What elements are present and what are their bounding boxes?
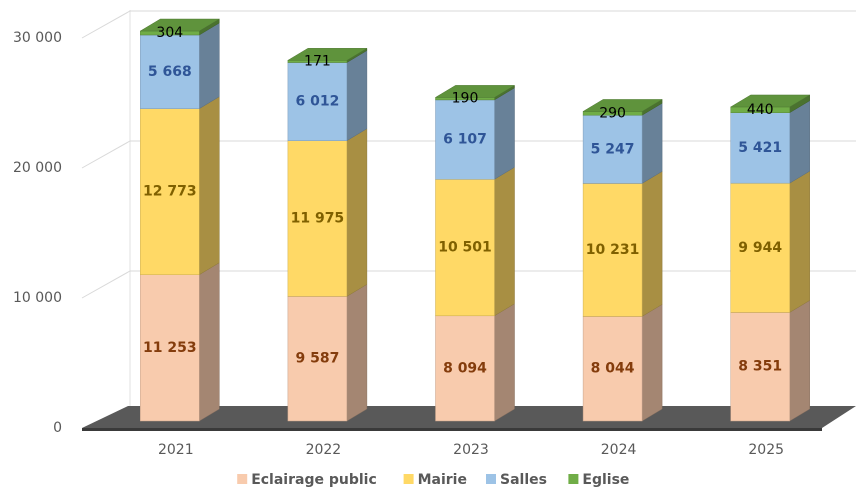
legend-swatch	[237, 474, 248, 484]
bar-side	[789, 100, 810, 184]
bar-side	[789, 170, 810, 313]
legend-label: Eglise	[582, 472, 629, 488]
value-label: 9 944	[738, 240, 782, 256]
bar	[287, 140, 348, 297]
value-label: 5 421	[738, 140, 782, 156]
bar	[435, 99, 495, 180]
bar-top	[434, 85, 516, 98]
value-label: 12 773	[143, 184, 197, 200]
bar	[287, 62, 348, 141]
bar-side	[494, 87, 515, 180]
bar	[287, 296, 348, 422]
bar	[582, 183, 643, 317]
bar-side	[199, 96, 220, 276]
value-label: 6 107	[443, 132, 487, 148]
bar-top	[582, 99, 664, 112]
bar-side	[641, 170, 663, 317]
legend-label: Mairie	[418, 472, 467, 488]
bar-side	[199, 22, 220, 110]
bar	[140, 34, 200, 109]
value-label: 290	[599, 105, 626, 121]
value-label: 9 587	[295, 351, 339, 367]
y-tick-label: 20 000	[13, 160, 62, 176]
legend-swatch	[486, 474, 496, 484]
bar-top	[286, 48, 368, 61]
legend: Eclairage public Mairie Salles Eglise	[237, 472, 629, 488]
value-label: 11 975	[291, 211, 345, 227]
value-label: 190	[452, 91, 479, 107]
y-tick-label: 10 000	[13, 290, 62, 306]
bar	[730, 182, 790, 313]
value-label: 6 012	[295, 94, 339, 110]
bar	[582, 114, 643, 184]
bar	[730, 112, 790, 184]
bar-top	[139, 18, 221, 32]
grid-line	[81, 10, 856, 39]
bar-side	[199, 262, 220, 422]
value-label: 304	[156, 25, 183, 41]
bar	[140, 108, 200, 275]
bar-side	[494, 303, 515, 422]
legend-label: Salles	[500, 472, 547, 488]
x-tick-label: 2024	[601, 442, 637, 458]
bar-top	[729, 94, 811, 108]
bar-side	[346, 128, 368, 297]
y-tick-label: 0	[53, 420, 62, 436]
bar	[730, 312, 790, 422]
bar-side	[641, 102, 663, 184]
bar-side	[789, 299, 810, 422]
floor-edge	[82, 428, 822, 431]
value-label: 10 231	[586, 242, 640, 258]
value-label: 11 253	[143, 340, 197, 356]
value-label: 171	[304, 53, 331, 69]
value-label: 5 247	[591, 141, 635, 157]
legend-swatch	[403, 474, 414, 484]
bar-side	[641, 303, 663, 422]
bar	[435, 179, 495, 317]
x-tick-label: 2022	[306, 442, 342, 458]
bar	[435, 315, 495, 422]
bar	[140, 274, 200, 422]
value-label: 440	[747, 102, 774, 118]
bar-side	[346, 283, 368, 422]
y-tick-label: 30 000	[13, 30, 62, 46]
bar-side	[346, 50, 368, 142]
x-tick-label: 2021	[158, 442, 194, 458]
x-tick-label: 2023	[453, 442, 489, 458]
value-label: 5 668	[148, 64, 192, 80]
value-label: 8 351	[738, 359, 782, 375]
bar	[582, 316, 643, 422]
value-label: 8 094	[443, 360, 487, 376]
bar-side	[494, 166, 515, 317]
x-tick-label: 2025	[748, 442, 784, 458]
value-label: 8 044	[591, 361, 635, 377]
legend-label: Eclairage public	[251, 472, 377, 488]
legend-swatch	[568, 474, 579, 484]
value-label: 10 501	[438, 240, 492, 256]
